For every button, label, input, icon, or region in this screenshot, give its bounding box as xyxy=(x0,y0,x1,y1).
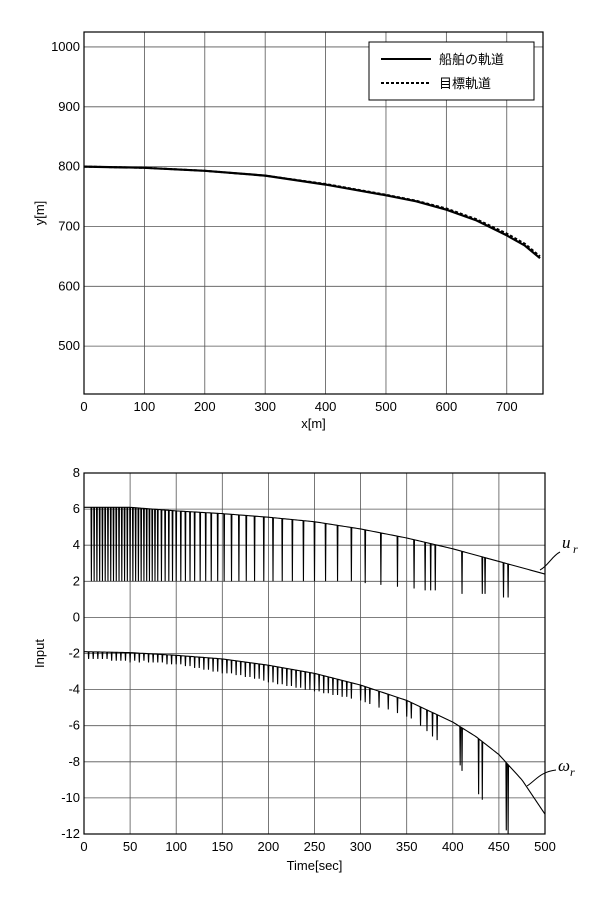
x-tick-label: 500 xyxy=(534,839,556,854)
x-tick-label: 200 xyxy=(258,839,280,854)
x-tick-label: 50 xyxy=(123,839,137,854)
legend-label: 船舶の軌道 xyxy=(439,52,504,68)
x-tick-label: 300 xyxy=(254,399,276,414)
y-tick-label: -8 xyxy=(68,754,80,769)
x-tick-label: 500 xyxy=(375,399,397,414)
y-tick-label: 8 xyxy=(73,465,80,480)
x-tick-label: 150 xyxy=(211,839,233,854)
y-tick-label: 1000 xyxy=(51,39,80,54)
y-tick-label: 500 xyxy=(58,338,80,353)
y-tick-label: -12 xyxy=(61,826,80,841)
x-tick-label: 400 xyxy=(315,399,337,414)
y-tick-label: 600 xyxy=(58,278,80,293)
y-tick-label: -4 xyxy=(68,682,80,697)
y-tick-label: 700 xyxy=(58,218,80,233)
y-tick-label: 2 xyxy=(73,573,80,588)
bottom-chart: 0 50 100 150 200 250 300 350 400 450 500 -12 -10 -8 -6… xyxy=(32,465,578,873)
y-tick-label: -2 xyxy=(68,646,80,661)
x-tick-label: 300 xyxy=(350,839,372,854)
y-tick-label: 4 xyxy=(73,537,80,552)
x-axis-label: x[m] xyxy=(301,416,326,431)
x-tick-label: 700 xyxy=(496,399,518,414)
legend-label: 目標軌道 xyxy=(439,76,491,92)
x-tick-label: 100 xyxy=(165,839,187,854)
y-tick-label: 6 xyxy=(73,501,80,516)
x-tick-label: 400 xyxy=(442,839,464,854)
y-tick-label: -6 xyxy=(68,718,80,733)
top-chart: 0 100 200 300 400 500 600 700 500 600 700 800 900 100… xyxy=(32,32,543,431)
u-r-label: u xyxy=(562,533,571,552)
x-tick-label: 0 xyxy=(80,399,87,414)
omega-r-label: ω xyxy=(558,756,570,775)
x-tick-label: 0 xyxy=(80,839,87,854)
y-tick-label: 0 xyxy=(73,609,80,624)
x-tick-label: 100 xyxy=(134,399,156,414)
y-axis-label: Input xyxy=(32,639,47,668)
x-axis-label: Time[sec] xyxy=(287,858,343,873)
x-tick-label: 450 xyxy=(488,839,510,854)
u-r-subscript: r xyxy=(573,542,578,556)
x-tick-label: 250 xyxy=(304,839,326,854)
y-tick-label: -10 xyxy=(61,790,80,805)
y-tick-label: 900 xyxy=(58,99,80,114)
x-tick-label: 600 xyxy=(436,399,458,414)
omega-r-subscript: r xyxy=(570,765,575,779)
y-axis-label: y[m] xyxy=(32,201,47,226)
y-tick-label: 800 xyxy=(58,159,80,174)
x-tick-label: 350 xyxy=(396,839,418,854)
x-tick-label: 200 xyxy=(194,399,216,414)
